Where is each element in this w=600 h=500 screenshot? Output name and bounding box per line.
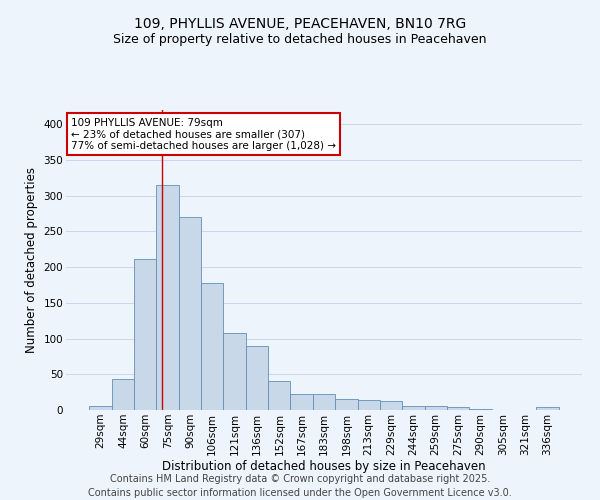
Text: 109 PHYLLIS AVENUE: 79sqm
← 23% of detached houses are smaller (307)
77% of semi: 109 PHYLLIS AVENUE: 79sqm ← 23% of detac… [71,118,336,150]
Bar [313,394,335,410]
Bar [157,185,179,410]
Text: Size of property relative to detached houses in Peacehaven: Size of property relative to detached ho… [113,32,487,46]
Bar [358,400,380,410]
Bar [246,346,268,410]
Bar [536,407,559,410]
Bar [469,408,491,410]
Y-axis label: Number of detached properties: Number of detached properties [25,167,38,353]
Bar [89,406,112,410]
Bar [201,283,223,410]
Bar [179,217,201,410]
Bar [447,407,469,410]
Bar [425,406,447,410]
Bar [223,333,246,410]
Text: 109, PHYLLIS AVENUE, PEACEHAVEN, BN10 7RG: 109, PHYLLIS AVENUE, PEACEHAVEN, BN10 7R… [134,18,466,32]
Bar [290,394,313,410]
X-axis label: Distribution of detached houses by size in Peacehaven: Distribution of detached houses by size … [162,460,486,473]
Bar [134,258,157,410]
Bar [335,398,358,410]
Bar [380,402,402,410]
Bar [402,406,425,410]
Text: Contains HM Land Registry data © Crown copyright and database right 2025.
Contai: Contains HM Land Registry data © Crown c… [88,474,512,498]
Bar [268,382,290,410]
Bar [112,378,134,410]
